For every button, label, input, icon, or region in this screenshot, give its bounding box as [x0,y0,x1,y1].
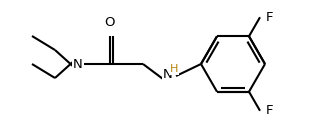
Text: N: N [163,67,173,81]
Text: O: O [105,16,115,29]
Text: F: F [266,104,273,117]
Text: F: F [266,11,273,24]
Text: H: H [170,64,178,74]
Text: N: N [73,58,83,70]
